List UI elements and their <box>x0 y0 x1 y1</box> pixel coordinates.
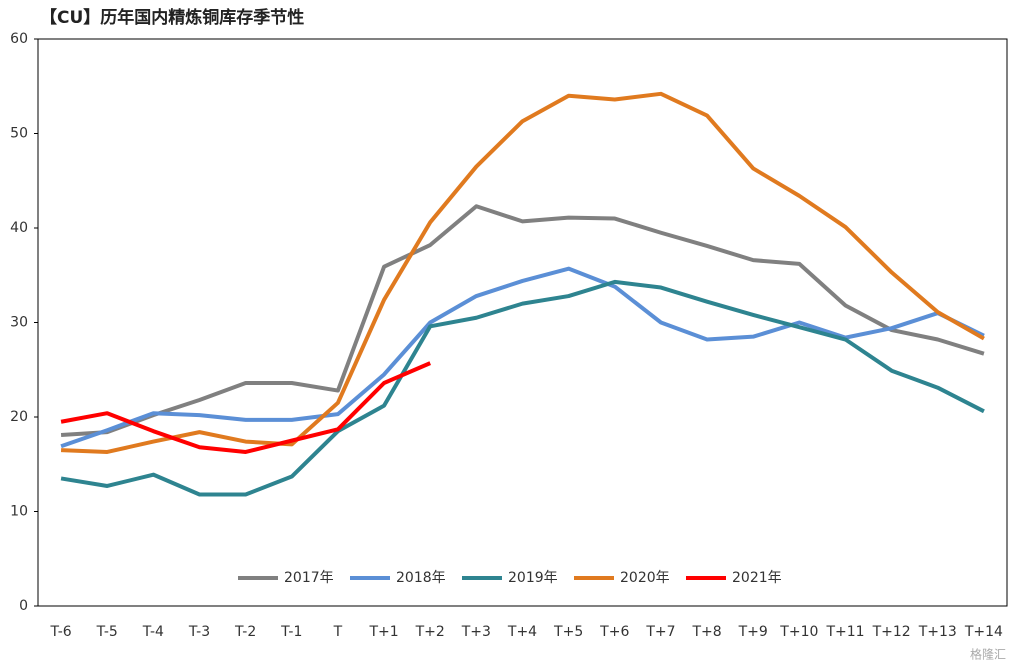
x-tick-label: T-2 <box>234 624 256 640</box>
legend-label: 2017年 <box>284 570 334 586</box>
plot-frame <box>37 38 1008 607</box>
legend-label: 2021年 <box>732 570 782 586</box>
legend-label: 2019年 <box>508 570 558 586</box>
x-tick-label: T+10 <box>779 624 818 640</box>
y-tick-label: 60 <box>10 31 28 47</box>
x-tick-label: T-1 <box>280 624 302 640</box>
x-tick-label: T+14 <box>964 624 1003 640</box>
x-tick-label: T+11 <box>825 624 864 640</box>
x-tick-label: T+3 <box>461 624 491 640</box>
y-tick-label: 20 <box>10 409 28 425</box>
x-tick-label: T+13 <box>918 624 957 640</box>
x-tick-label: T-6 <box>49 624 71 640</box>
legend-label: 2018年 <box>396 570 446 586</box>
x-tick-label: T-3 <box>188 624 210 640</box>
y-tick-label: 30 <box>10 315 28 331</box>
series-line <box>60 361 432 454</box>
series-line <box>60 279 985 497</box>
legend-label: 2020年 <box>620 570 670 586</box>
x-tick-label: T+8 <box>691 624 721 640</box>
x-tick-label: T+1 <box>368 624 398 640</box>
x-tick-label: T+2 <box>415 624 445 640</box>
x-tick-label: T-4 <box>142 624 164 640</box>
series-line <box>60 266 985 449</box>
y-tick-label: 0 <box>19 598 28 614</box>
y-tick-label: 10 <box>10 504 28 520</box>
watermark: 格隆汇 <box>970 647 1006 662</box>
x-tick-label: T <box>333 624 343 640</box>
y-tick-label: 50 <box>10 126 28 142</box>
x-tick-label: T+6 <box>599 624 629 640</box>
chart-title: 【CU】历年国内精炼铜库存季节性 <box>40 7 304 28</box>
x-tick-label: T+5 <box>553 624 583 640</box>
x-tick-label: T+9 <box>738 624 768 640</box>
x-tick-label: T+4 <box>507 624 537 640</box>
y-tick-label: 40 <box>10 220 28 236</box>
series-line <box>60 91 985 454</box>
x-tick-label: T+7 <box>645 624 675 640</box>
series-line <box>60 204 985 437</box>
x-tick-label: T-5 <box>96 624 118 640</box>
x-tick-label: T+12 <box>872 624 911 640</box>
